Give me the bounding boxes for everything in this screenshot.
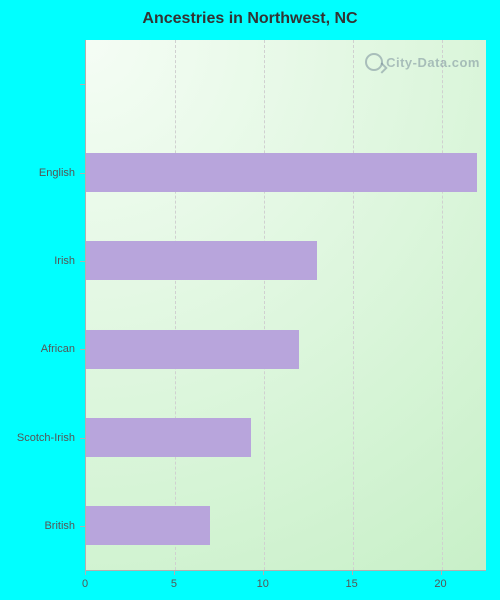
bar <box>86 241 317 280</box>
watermark: City-Data.com <box>365 53 480 71</box>
x-tick-label: 15 <box>346 578 358 590</box>
y-tick-mark <box>80 84 85 85</box>
chart-title: Ancestries in Northwest, NC <box>0 10 500 28</box>
x-tick-mark <box>441 570 442 575</box>
bar <box>86 506 210 545</box>
x-tick-label: 20 <box>434 578 446 590</box>
page-background: Ancestries in Northwest, NC City-Data.co… <box>0 0 500 600</box>
y-tick-mark <box>80 261 85 262</box>
x-tick-label: 0 <box>82 578 88 590</box>
y-tick-label: Irish <box>0 255 75 267</box>
bar <box>86 418 251 457</box>
plot-area <box>85 40 486 571</box>
x-tick-label: 10 <box>257 578 269 590</box>
x-tick-mark <box>352 570 353 575</box>
grid-line <box>353 40 354 570</box>
y-tick-mark <box>80 438 85 439</box>
y-tick-label: English <box>0 167 75 179</box>
x-tick-mark <box>174 570 175 575</box>
grid-line <box>442 40 443 570</box>
y-tick-mark <box>80 173 85 174</box>
x-tick-mark <box>85 570 86 575</box>
bar <box>86 153 477 192</box>
magnifier-icon <box>365 53 383 71</box>
y-tick-label: Scotch-Irish <box>0 432 75 444</box>
y-tick-mark <box>80 526 85 527</box>
x-tick-mark <box>263 570 264 575</box>
bar <box>86 330 299 369</box>
y-tick-mark <box>80 349 85 350</box>
y-tick-label: British <box>0 520 75 532</box>
grid-line <box>264 40 265 570</box>
watermark-text: City-Data.com <box>386 55 480 70</box>
grid-line <box>175 40 176 570</box>
x-tick-label: 5 <box>171 578 177 590</box>
y-tick-label: African <box>0 343 75 355</box>
